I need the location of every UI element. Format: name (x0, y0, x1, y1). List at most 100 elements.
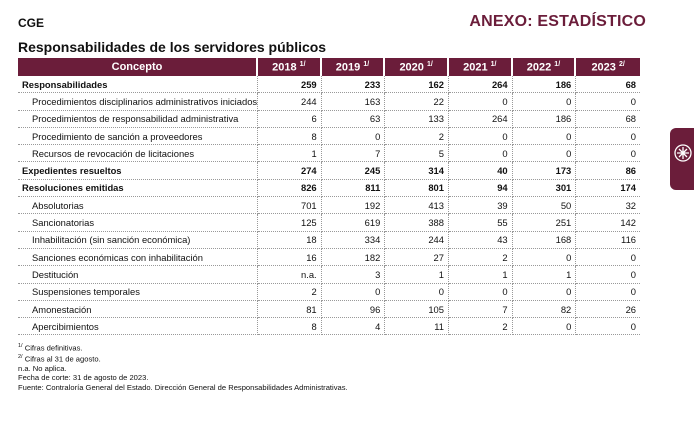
year: 2020 (399, 61, 424, 74)
cell-value: 16 (258, 248, 322, 267)
footnote-text: Fuente: Contraloría General del Estado. … (18, 382, 348, 392)
cell-value: 0 (576, 266, 640, 284)
cell-value: 50 (512, 197, 577, 215)
table-row: Absolutorias 701 192 413 39 50 32 (18, 197, 640, 215)
cell-value: 0 (321, 283, 386, 301)
cell-value: 182 (321, 248, 386, 267)
section-title: ANEXO: ESTADÍSTICO (469, 13, 646, 30)
cell-value: 334 (321, 231, 386, 249)
cell-value: 186 (512, 76, 577, 94)
column-header: 2019 1/ (321, 58, 386, 76)
cell-value: 2 (258, 283, 322, 301)
cell-value: n.a. (258, 266, 322, 284)
table-row: Recursos de revocación de licitaciones 1 7… (18, 145, 640, 163)
cell-value: 314 (385, 162, 449, 180)
cell-value: 244 (258, 93, 322, 111)
column-header: 2021 1/ (448, 58, 513, 76)
organization: CGE (18, 16, 45, 30)
table-row: Suspensiones temporales 2 0 0 0 0 0 (18, 283, 640, 301)
cell-value: 22 (385, 93, 449, 111)
cell-value: 0 (576, 318, 640, 336)
cell-value: 2 (385, 127, 449, 146)
table-row: Inhabilitación (sin sanción económica) 18… (18, 231, 640, 249)
cell-value: 0 (321, 127, 386, 146)
cell-value: 251 (512, 214, 577, 232)
cell-value: 39 (448, 197, 513, 215)
cell-value: 11 (385, 318, 449, 336)
cell-value: 413 (385, 197, 449, 215)
cell-value: 63 (321, 110, 386, 128)
table-row: Apercibimientos 8 4 11 2 0 0 (18, 318, 640, 336)
cell-value: 301 (512, 179, 577, 198)
table-row: Procedimiento de sanción a proveedores 8 0… (18, 127, 640, 146)
table-row: Sancionatorias 125 619 388 55 251 142 (18, 214, 640, 232)
concept-header: Concepto (18, 58, 258, 76)
table-title: Responsabilidades de los servidores públ… (18, 39, 327, 55)
cell-value: 2 (448, 318, 513, 336)
cell-value: 2 (448, 248, 513, 267)
cell-value: 0 (576, 93, 640, 111)
column-header: 2023 2/ (576, 58, 640, 76)
cell-value: 0 (512, 318, 577, 336)
cell-value: 186 (512, 110, 577, 128)
year: 2019 (335, 61, 361, 74)
cell-value: 133 (385, 110, 449, 128)
cell-value: 0 (512, 248, 577, 267)
cell-value: 116 (576, 232, 640, 249)
row-label: Recursos de revocación de licitaciones (18, 145, 258, 163)
cell-value: 0 (512, 145, 577, 163)
row-label: Procedimientos disciplinarios administra… (18, 93, 258, 111)
cell-value: 264 (448, 76, 513, 94)
cell-value: 245 (321, 162, 386, 180)
cell-value: 8 (258, 127, 322, 146)
cell-value: 826 (258, 179, 322, 198)
row-label: Sanciones económicas con inhabilitación (18, 248, 258, 267)
cell-value: 26 (576, 301, 640, 319)
table-row: Resoluciones emitidas 826 811 801 94 301 174 (18, 179, 640, 198)
year: 2021 (463, 61, 488, 74)
side-tab (670, 128, 694, 190)
cell-value: 0 (576, 284, 640, 301)
table-row: Procedimientos disciplinarios administra… (18, 93, 640, 111)
cell-value: 86 (576, 162, 640, 180)
footnote: Fecha de corte: 31 de agosto de 2023. (18, 373, 348, 382)
row-label: Apercibimientos (18, 318, 258, 336)
cell-value: 142 (576, 214, 640, 232)
row-label: Inhabilitación (sin sanción económica) (18, 231, 258, 249)
cell-value: 174 (576, 180, 640, 198)
cell-value: 0 (448, 283, 513, 301)
footnote-text: n.a. No aplica. (18, 363, 67, 373)
cell-value: 0 (512, 93, 577, 111)
footnotes: 1/ Cifras definitivas. 2/ Cifras al 31 de… (18, 342, 348, 392)
table-row: Amonestación 81 96 105 7 82 26 (18, 300, 640, 319)
cell-value: 0 (385, 283, 449, 301)
row-label: Absolutorias (18, 197, 258, 215)
side-icon (674, 144, 692, 162)
table-row: Responsabilidades 259 233 162 264 186 68 (18, 76, 640, 94)
cell-value: 5 (385, 145, 449, 163)
cell-value: 55 (448, 214, 513, 232)
cell-value: 40 (448, 162, 513, 180)
cell-value: 274 (258, 162, 322, 180)
row-label: Expedientes resueltos (18, 162, 258, 180)
column-header: 2020 1/ (385, 58, 449, 76)
column-header: 2018 1/ (258, 58, 322, 76)
cell-value: 173 (512, 162, 577, 180)
column-header: 2022 1/ (512, 58, 577, 76)
cell-value: 163 (321, 93, 386, 111)
row-label: Amonestación (18, 300, 258, 319)
row-label: Destitución (18, 266, 258, 284)
footnote: n.a. No aplica. (18, 364, 348, 373)
cell-value: 0 (576, 145, 640, 163)
cell-value: 0 (512, 127, 577, 146)
footnote-text: Cifras definitivas. (24, 343, 83, 353)
cell-value: 8 (258, 318, 322, 336)
row-label: Sancionatorias (18, 214, 258, 232)
row-label: Suspensiones temporales (18, 283, 258, 301)
cell-value: 0 (576, 249, 640, 267)
cell-value: 4 (321, 318, 386, 336)
cell-value: 233 (321, 76, 386, 94)
cell-value: 18 (258, 231, 322, 249)
cell-value: 81 (258, 300, 322, 319)
